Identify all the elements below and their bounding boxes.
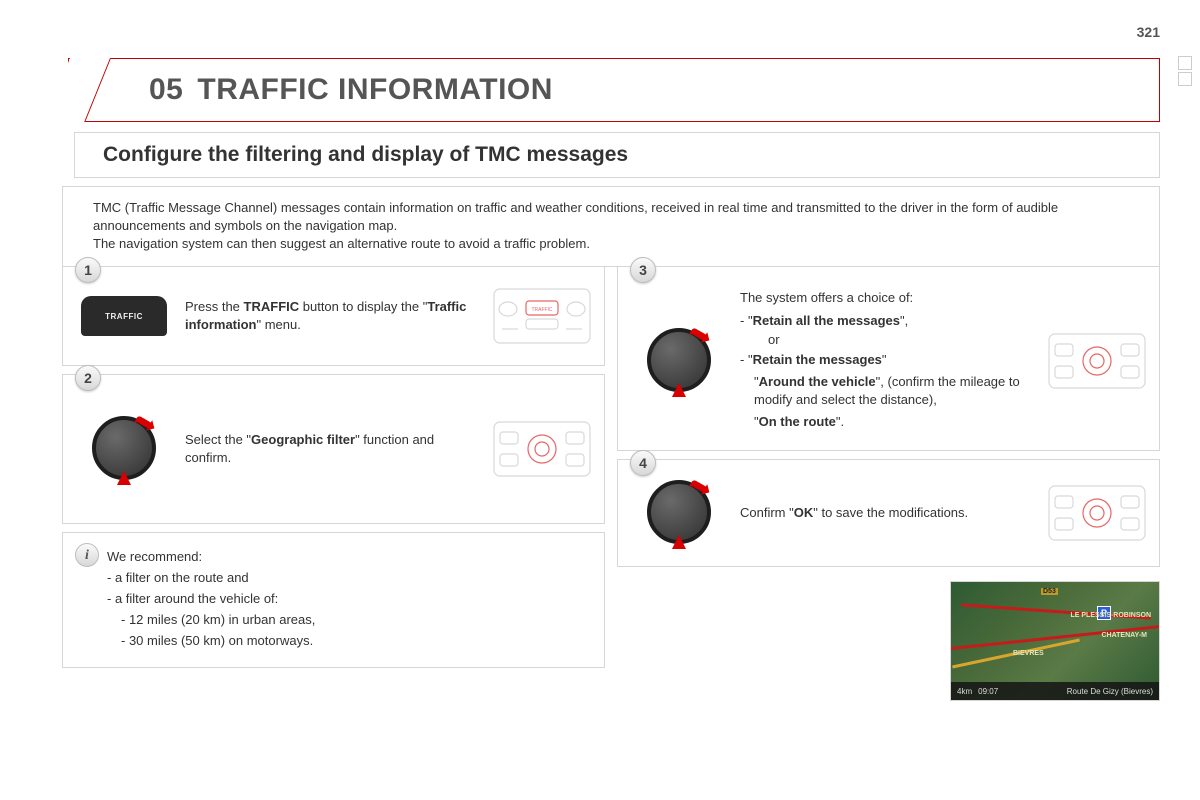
map-distance: 4km bbox=[957, 687, 972, 696]
left-column: 1 TRAFFIC Press the TRAFFIC button to di… bbox=[62, 266, 605, 701]
subtitle: Configure the filtering and display of T… bbox=[103, 143, 1143, 167]
step-3-text: The system offers a choice of: " Retain a… bbox=[740, 289, 1035, 432]
t: ". bbox=[836, 414, 844, 429]
description-line-2: The navigation system can then suggest a… bbox=[93, 235, 1141, 253]
dial-icon: ➦ ▲ bbox=[630, 474, 728, 552]
traffic-button-label: TRAFFIC bbox=[81, 296, 167, 336]
step-3-intro: The system offers a choice of: bbox=[740, 289, 1035, 307]
console-panel-icon bbox=[1047, 478, 1147, 548]
console-panel-icon bbox=[492, 414, 592, 484]
info-bullet-2: a filter around the vehicle of: 12 miles… bbox=[121, 588, 588, 653]
info-sub-2: 30 miles (50 km) on motorways. bbox=[135, 630, 588, 652]
map-status: Route De Gizy (Bievres) bbox=[1067, 687, 1153, 696]
section-number: 05 bbox=[149, 73, 183, 106]
step-badge-2: 2 bbox=[75, 365, 101, 391]
step-badge-4: 4 bbox=[630, 450, 656, 476]
decorative-squares bbox=[1178, 56, 1192, 88]
description-box: TMC (Traffic Message Channel) messages c… bbox=[62, 186, 1160, 267]
subtitle-box: Configure the filtering and display of T… bbox=[74, 132, 1160, 178]
t: button to display the " bbox=[299, 299, 427, 314]
t: Select the " bbox=[185, 432, 251, 447]
svg-text:TRAFFIC: TRAFFIC bbox=[531, 307, 552, 313]
description-line-1: TMC (Traffic Message Channel) messages c… bbox=[93, 199, 1141, 235]
t: " bbox=[882, 352, 887, 367]
step-badge-3: 3 bbox=[630, 257, 656, 283]
dial-icon: ➦ ▲ bbox=[630, 322, 728, 400]
info-recommendation-box: i We recommend: a filter on the route an… bbox=[62, 532, 605, 668]
t: " to save the modifications. bbox=[813, 505, 968, 520]
t: ", bbox=[900, 313, 908, 328]
map-town-3: CHATENAY-M bbox=[1101, 632, 1147, 639]
t: " menu. bbox=[257, 317, 301, 332]
console-panel-icon: TRAFFIC bbox=[492, 281, 592, 351]
map-town-2: LE PLESSIS-ROBINSON bbox=[1070, 612, 1151, 619]
section-heading: TRAFFIC INFORMATION bbox=[197, 73, 553, 106]
step-4: 4 ➦ ▲ Confirm "OK" to save the modificat… bbox=[617, 459, 1160, 567]
map-time: 09:07 bbox=[978, 687, 998, 696]
t: On the route bbox=[759, 414, 836, 429]
t: TRAFFIC bbox=[244, 299, 300, 314]
step-1: 1 TRAFFIC Press the TRAFFIC button to di… bbox=[62, 266, 605, 366]
map-road-tag: D53 bbox=[1041, 588, 1058, 595]
info-bullet-1: a filter on the route and bbox=[121, 567, 588, 589]
step-badge-1: 1 bbox=[75, 257, 101, 283]
info-heading: We recommend: bbox=[107, 549, 202, 564]
arrow-up-icon: ▲ bbox=[667, 528, 691, 556]
map-town-1: BIEVRES bbox=[1013, 650, 1044, 657]
section-title-box: 05 TRAFFIC INFORMATION bbox=[68, 58, 1160, 122]
map-legend-bar: 4km 09:07 Route De Gizy (Bievres) bbox=[951, 682, 1159, 700]
t: a filter around the vehicle of: bbox=[115, 591, 278, 606]
step-3: 3 ➦ ▲ The system offers a choice of: "Re… bbox=[617, 266, 1160, 451]
steps-columns: 1 TRAFFIC Press the TRAFFIC button to di… bbox=[62, 266, 1160, 701]
step-2-text: Select the "Geographic filter" function … bbox=[185, 431, 480, 467]
info-sub-1: 12 miles (20 km) in urban areas, bbox=[135, 609, 588, 631]
or-text: or bbox=[740, 331, 1035, 349]
traffic-button-icon: TRAFFIC bbox=[75, 296, 173, 336]
section-title: 05 TRAFFIC INFORMATION bbox=[149, 73, 1129, 107]
dial-icon: ➦ ▲ bbox=[75, 410, 173, 488]
step-1-text: Press the TRAFFIC button to display the … bbox=[185, 298, 480, 334]
step-2: 2 ➦ ▲ Select the "Geographic filter" fun… bbox=[62, 374, 605, 524]
navigation-map-thumbnail: P BIEVRES LE PLESSIS-ROBINSON CHATENAY-M… bbox=[950, 581, 1160, 701]
t: Confirm " bbox=[740, 505, 794, 520]
t: Retain the messages bbox=[753, 352, 882, 367]
console-panel-icon bbox=[1047, 326, 1147, 396]
t: Press the bbox=[185, 299, 244, 314]
arrow-up-icon: ▲ bbox=[112, 464, 136, 492]
t: Around the vehicle bbox=[759, 374, 876, 389]
info-icon: i bbox=[75, 543, 99, 567]
step-4-text: Confirm "OK" to save the modifications. bbox=[740, 504, 1035, 522]
page-number: 321 bbox=[1137, 24, 1160, 40]
t: Retain all the messages bbox=[753, 313, 900, 328]
arrow-up-icon: ▲ bbox=[667, 376, 691, 404]
right-column: 3 ➦ ▲ The system offers a choice of: "Re… bbox=[617, 266, 1160, 701]
t: Geographic filter bbox=[251, 432, 355, 447]
t: OK bbox=[794, 505, 814, 520]
